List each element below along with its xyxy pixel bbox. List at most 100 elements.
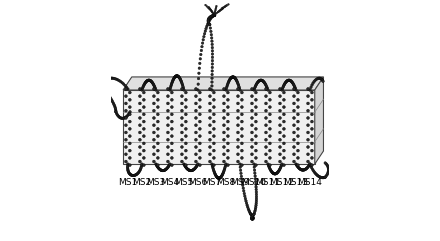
Circle shape	[165, 167, 168, 170]
Circle shape	[139, 87, 141, 90]
Circle shape	[311, 84, 313, 86]
Circle shape	[128, 171, 130, 174]
Circle shape	[272, 172, 275, 174]
Circle shape	[227, 120, 229, 123]
Circle shape	[311, 168, 314, 170]
Circle shape	[211, 56, 214, 59]
Circle shape	[220, 175, 223, 178]
Circle shape	[239, 169, 242, 172]
Circle shape	[209, 160, 211, 163]
Circle shape	[223, 117, 225, 119]
Circle shape	[160, 169, 163, 172]
Circle shape	[267, 163, 269, 165]
Circle shape	[156, 156, 159, 159]
Circle shape	[262, 80, 264, 83]
Circle shape	[264, 87, 268, 90]
Circle shape	[166, 166, 169, 169]
Circle shape	[232, 76, 235, 78]
Circle shape	[216, 176, 219, 179]
Circle shape	[325, 163, 327, 165]
Circle shape	[246, 206, 249, 208]
Circle shape	[225, 89, 227, 91]
Circle shape	[126, 114, 129, 117]
Circle shape	[265, 85, 268, 87]
Circle shape	[222, 7, 224, 9]
Circle shape	[143, 135, 145, 138]
Circle shape	[286, 79, 289, 82]
Circle shape	[241, 181, 244, 184]
Circle shape	[198, 62, 201, 65]
Circle shape	[149, 80, 152, 82]
Circle shape	[121, 117, 123, 120]
Circle shape	[127, 163, 129, 165]
Circle shape	[117, 79, 119, 81]
Circle shape	[264, 82, 266, 85]
Circle shape	[245, 200, 247, 202]
Circle shape	[218, 11, 220, 13]
Circle shape	[226, 86, 228, 88]
Circle shape	[194, 146, 198, 148]
Circle shape	[237, 87, 239, 90]
Circle shape	[282, 120, 285, 123]
Circle shape	[239, 166, 242, 168]
Circle shape	[213, 149, 215, 152]
Circle shape	[211, 66, 213, 69]
Circle shape	[176, 75, 179, 77]
Circle shape	[213, 14, 216, 16]
Circle shape	[166, 95, 169, 98]
Circle shape	[260, 79, 263, 81]
Circle shape	[110, 99, 113, 102]
Circle shape	[171, 80, 174, 83]
Circle shape	[141, 87, 143, 90]
Circle shape	[172, 78, 175, 80]
Circle shape	[238, 87, 241, 90]
Circle shape	[148, 79, 150, 81]
Circle shape	[311, 164, 313, 167]
Circle shape	[240, 175, 243, 178]
Circle shape	[270, 169, 272, 172]
Circle shape	[154, 86, 156, 89]
Circle shape	[133, 174, 136, 177]
Circle shape	[283, 83, 286, 85]
Circle shape	[110, 77, 113, 80]
Circle shape	[314, 172, 316, 174]
Circle shape	[297, 98, 299, 101]
Circle shape	[110, 98, 112, 100]
Circle shape	[212, 15, 214, 17]
Circle shape	[303, 169, 305, 171]
Circle shape	[271, 171, 274, 174]
Circle shape	[209, 23, 211, 26]
Circle shape	[124, 84, 126, 87]
Circle shape	[168, 164, 171, 166]
Circle shape	[322, 80, 324, 83]
Polygon shape	[123, 77, 323, 90]
Circle shape	[210, 15, 213, 18]
Circle shape	[127, 168, 129, 171]
Circle shape	[279, 102, 282, 105]
Circle shape	[291, 81, 293, 84]
Circle shape	[237, 153, 239, 156]
Circle shape	[255, 195, 258, 198]
Circle shape	[155, 164, 158, 166]
Circle shape	[184, 127, 187, 130]
Circle shape	[237, 109, 239, 112]
Circle shape	[209, 18, 211, 21]
Circle shape	[286, 80, 288, 82]
Circle shape	[126, 164, 129, 167]
Circle shape	[268, 167, 271, 170]
Circle shape	[254, 135, 257, 138]
Circle shape	[223, 124, 225, 127]
Circle shape	[153, 153, 155, 156]
Circle shape	[279, 146, 282, 148]
Circle shape	[127, 170, 130, 173]
Circle shape	[194, 109, 198, 112]
Circle shape	[250, 216, 253, 219]
Circle shape	[143, 113, 145, 116]
Circle shape	[213, 135, 215, 138]
Circle shape	[254, 210, 256, 212]
Circle shape	[252, 217, 254, 220]
Circle shape	[211, 40, 213, 42]
Circle shape	[166, 138, 169, 141]
Circle shape	[241, 135, 243, 138]
Circle shape	[212, 12, 213, 13]
